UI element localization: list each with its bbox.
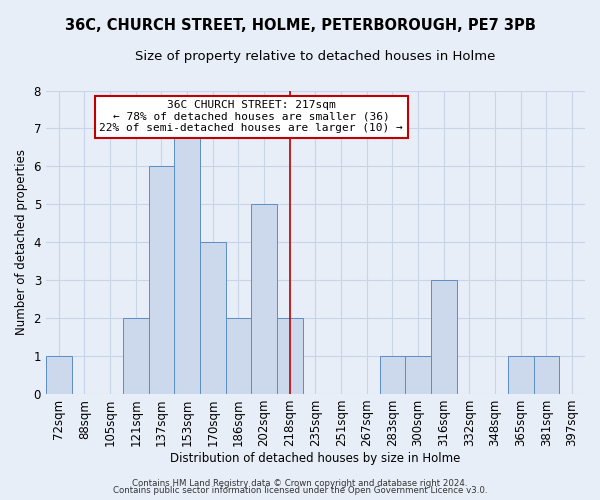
Bar <box>251 204 277 394</box>
Text: Contains HM Land Registry data © Crown copyright and database right 2024.: Contains HM Land Registry data © Crown c… <box>132 478 468 488</box>
Y-axis label: Number of detached properties: Number of detached properties <box>15 150 28 336</box>
Text: Contains public sector information licensed under the Open Government Licence v3: Contains public sector information licen… <box>113 486 487 495</box>
Bar <box>174 128 200 394</box>
Bar <box>277 318 302 394</box>
Bar <box>149 166 174 394</box>
Text: 36C CHURCH STREET: 217sqm
← 78% of detached houses are smaller (36)
22% of semi-: 36C CHURCH STREET: 217sqm ← 78% of detac… <box>100 100 403 133</box>
Bar <box>123 318 149 394</box>
Bar <box>431 280 457 394</box>
X-axis label: Distribution of detached houses by size in Holme: Distribution of detached houses by size … <box>170 452 461 465</box>
Bar <box>46 356 71 394</box>
Bar <box>226 318 251 394</box>
Bar <box>380 356 406 394</box>
Title: Size of property relative to detached houses in Holme: Size of property relative to detached ho… <box>135 50 496 63</box>
Bar <box>533 356 559 394</box>
Bar <box>508 356 533 394</box>
Bar <box>406 356 431 394</box>
Bar <box>200 242 226 394</box>
Text: 36C, CHURCH STREET, HOLME, PETERBOROUGH, PE7 3PB: 36C, CHURCH STREET, HOLME, PETERBOROUGH,… <box>65 18 535 32</box>
